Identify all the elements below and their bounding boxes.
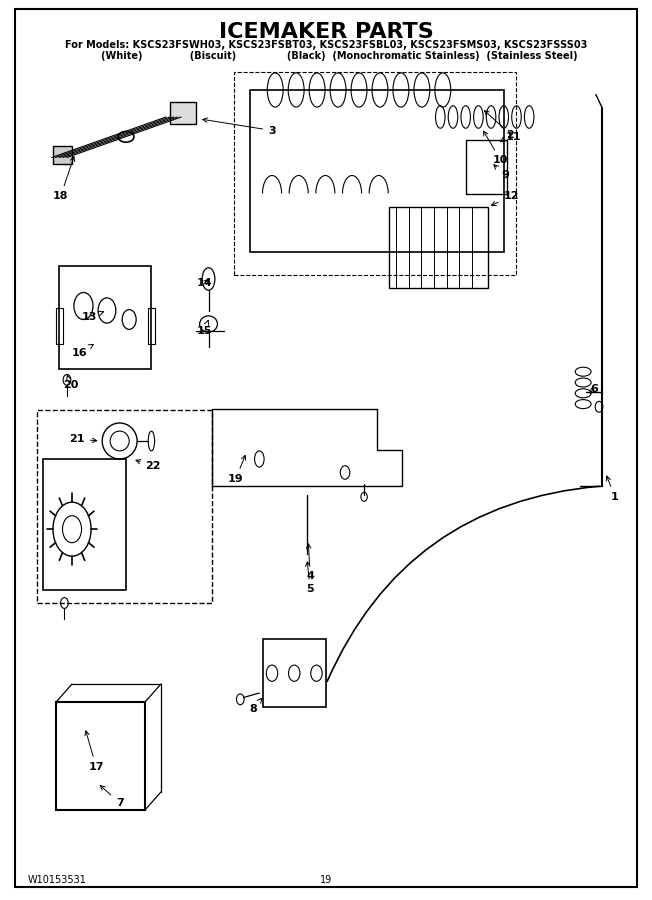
Text: 18: 18 xyxy=(53,157,74,202)
Bar xyxy=(37,410,212,603)
Text: 22: 22 xyxy=(136,460,161,472)
Bar xyxy=(234,72,516,274)
Text: 16: 16 xyxy=(72,345,93,358)
Text: 8: 8 xyxy=(249,698,262,715)
Text: 13: 13 xyxy=(82,311,104,322)
Bar xyxy=(263,639,326,706)
Text: 9: 9 xyxy=(494,165,509,181)
Text: 1: 1 xyxy=(606,476,619,502)
Text: 5: 5 xyxy=(306,562,314,595)
Bar xyxy=(466,140,507,194)
Text: 15: 15 xyxy=(196,320,212,337)
Bar xyxy=(170,102,196,124)
Text: W10153531: W10153531 xyxy=(27,875,87,886)
Text: 21: 21 xyxy=(69,434,96,445)
Text: 20: 20 xyxy=(63,374,78,391)
Bar xyxy=(53,146,72,164)
Text: 12: 12 xyxy=(492,191,519,205)
Bar xyxy=(59,266,151,369)
Text: 19: 19 xyxy=(320,875,332,886)
Text: 10: 10 xyxy=(484,131,509,166)
Bar xyxy=(44,459,126,590)
Text: For Models: KSCS23FSWH03, KSCS23FSBT03, KSCS23FSBL03, KSCS23FSMS03, KSCS23FSSS03: For Models: KSCS23FSWH03, KSCS23FSBT03, … xyxy=(65,40,587,50)
Text: 7: 7 xyxy=(100,786,123,808)
Text: 4: 4 xyxy=(306,544,314,581)
Text: 6: 6 xyxy=(590,383,598,394)
Bar xyxy=(56,308,63,344)
Text: 17: 17 xyxy=(85,731,104,772)
Bar xyxy=(148,308,155,344)
Bar xyxy=(56,702,145,810)
Text: 2: 2 xyxy=(501,130,514,142)
Text: ICEMAKER PARTS: ICEMAKER PARTS xyxy=(218,22,434,41)
Text: 19: 19 xyxy=(228,455,246,484)
Text: 14: 14 xyxy=(196,278,212,289)
Text: (White)              (Biscuit)               (Black)  (Monochromatic Stainless) : (White) (Biscuit) (Black) (Monochromatic… xyxy=(74,50,578,61)
Bar xyxy=(389,207,488,288)
Text: 3: 3 xyxy=(203,118,276,136)
Bar xyxy=(250,90,504,252)
Text: 11: 11 xyxy=(484,111,521,142)
